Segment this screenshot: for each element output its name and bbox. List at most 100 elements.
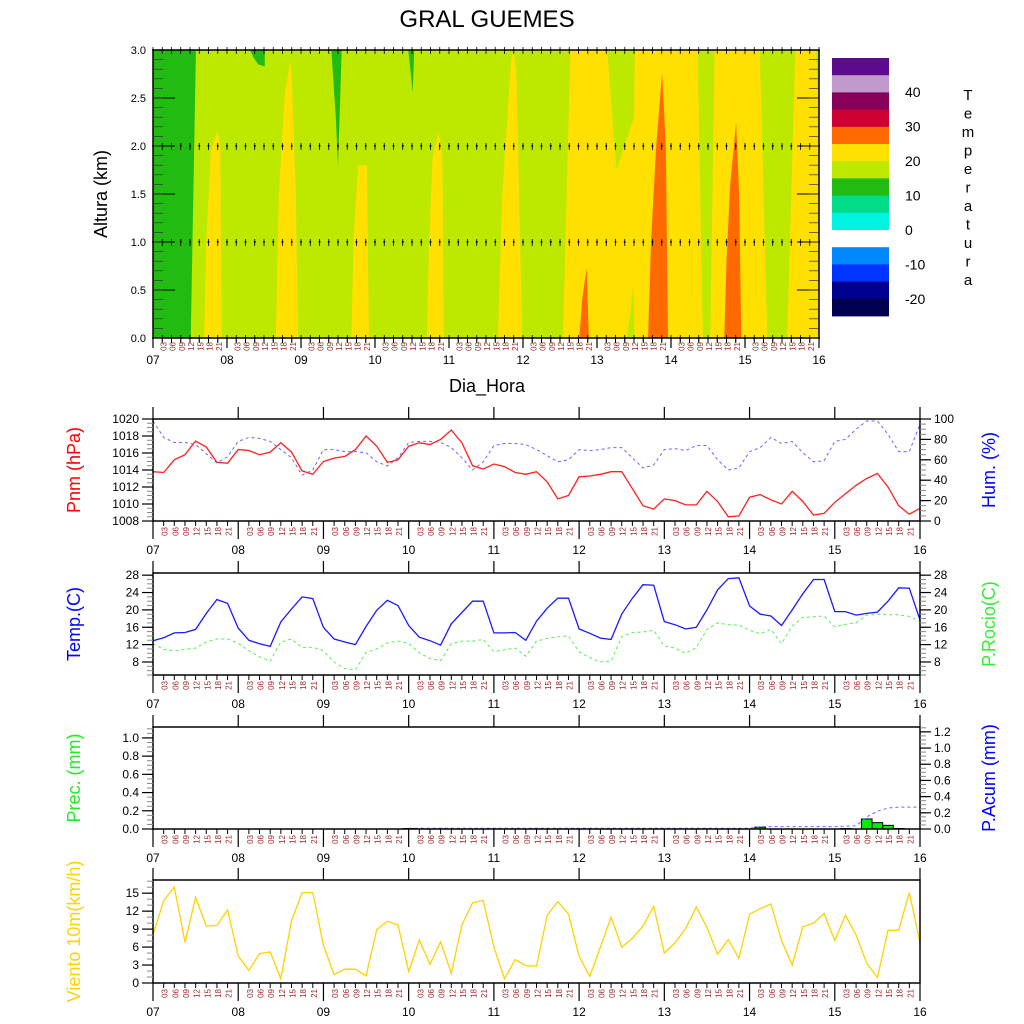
wind-arrow-head bbox=[281, 145, 284, 147]
hour-label: 06 bbox=[613, 341, 622, 350]
day-label: 16 bbox=[913, 543, 927, 557]
hour-label: 15 bbox=[629, 834, 638, 843]
day-label: 16 bbox=[913, 697, 927, 711]
day-label: 12 bbox=[572, 1005, 586, 1019]
hour-label: 15 bbox=[418, 341, 427, 350]
y-tick-label: 16 bbox=[126, 620, 140, 634]
hour-label: 09 bbox=[622, 341, 631, 350]
wind-arrow-head bbox=[216, 241, 219, 243]
contour-region-20-25 bbox=[204, 131, 222, 338]
wind-arrow-head bbox=[549, 145, 552, 147]
wind-arrow-icon bbox=[633, 143, 635, 150]
hour-label: 15 bbox=[629, 988, 638, 997]
hour-label: 15 bbox=[544, 680, 553, 689]
hour-label: 03 bbox=[587, 526, 596, 535]
wind-arrow-icon bbox=[642, 239, 645, 246]
colorbar-swatch bbox=[832, 144, 889, 162]
hour-label: 09 bbox=[252, 341, 261, 350]
hour-label: 15 bbox=[203, 526, 212, 535]
wind-arrow-icon bbox=[660, 239, 663, 246]
wind-arrow-icon bbox=[429, 143, 432, 150]
hour-label: 09 bbox=[352, 988, 361, 997]
y-tick-label: 0.8 bbox=[122, 749, 139, 763]
y-tick-label: 1014 bbox=[112, 463, 139, 477]
colorbar-swatch bbox=[832, 230, 889, 248]
hour-label: 15 bbox=[715, 526, 724, 535]
wind-arrow-icon bbox=[725, 239, 728, 246]
y-tick-label: 20 bbox=[934, 494, 948, 508]
y-axis-title: Altura (km) bbox=[91, 150, 111, 238]
wind-arrow-head bbox=[697, 145, 700, 147]
colorbar-label: 30 bbox=[905, 119, 921, 135]
wind-arrow-head bbox=[697, 241, 700, 243]
hour-label: 06 bbox=[342, 680, 351, 689]
hour-label: 06 bbox=[171, 680, 180, 689]
hour-label: 18 bbox=[299, 988, 308, 997]
hour-label: 15 bbox=[459, 526, 468, 535]
wind-arrow-icon bbox=[179, 239, 182, 246]
hour-label: 15 bbox=[374, 834, 383, 843]
day-label: 11 bbox=[488, 543, 501, 557]
hour-label: 12 bbox=[874, 988, 883, 997]
y-tick-label: 24 bbox=[126, 586, 140, 600]
hour-label: 21 bbox=[395, 834, 404, 843]
hour-label: 12 bbox=[193, 680, 202, 689]
hour-label: 15 bbox=[714, 341, 723, 350]
y-tick-label: 1.0 bbox=[122, 731, 139, 745]
hour-label: 03 bbox=[587, 834, 596, 843]
hour-label: 12 bbox=[704, 988, 713, 997]
wind-arrow-head bbox=[679, 241, 682, 243]
hour-label: 03 bbox=[246, 988, 255, 997]
hour-label: 21 bbox=[215, 341, 224, 350]
hour-label: 09 bbox=[696, 341, 705, 350]
wind-arrow-icon bbox=[226, 239, 228, 246]
wind-arrow-head bbox=[466, 241, 469, 243]
colorbar-title-letter: e bbox=[964, 161, 972, 178]
wind-arrow-head bbox=[614, 145, 617, 147]
wind-arrow-icon bbox=[244, 143, 247, 150]
y-tick-label: 3 bbox=[132, 958, 139, 972]
wind-arrow-icon bbox=[327, 143, 330, 150]
wind-arrow-icon bbox=[207, 143, 210, 150]
hour-label: 15 bbox=[629, 680, 638, 689]
wind-arrow-icon bbox=[263, 239, 265, 246]
wind-arrow-head bbox=[438, 241, 441, 243]
wind-arrow-head bbox=[734, 145, 737, 147]
hour-label: 06 bbox=[683, 834, 692, 843]
wind-arrow-icon bbox=[355, 143, 358, 150]
hour-label: 03 bbox=[161, 834, 170, 843]
hour-label: 21 bbox=[736, 680, 745, 689]
hour-label: 21 bbox=[821, 834, 830, 843]
day-label: 10 bbox=[402, 851, 416, 865]
wind-arrow-icon bbox=[290, 239, 293, 246]
hour-label: 09 bbox=[438, 680, 447, 689]
hour-label: 09 bbox=[267, 680, 276, 689]
hour-label: 15 bbox=[270, 341, 279, 350]
hour-label: 18 bbox=[896, 834, 905, 843]
wind-arrow-head bbox=[670, 145, 672, 147]
hour-label: 06 bbox=[171, 988, 180, 997]
hour-label: 18 bbox=[555, 988, 564, 997]
colorbar-title-letter: a bbox=[964, 272, 973, 289]
hour-label: 15 bbox=[566, 341, 575, 350]
wind-arrow-icon bbox=[568, 239, 571, 246]
hour-label: 03 bbox=[751, 341, 760, 350]
day-label: 08 bbox=[232, 543, 246, 557]
wind-arrow-head bbox=[725, 241, 728, 243]
wind-arrow-head bbox=[179, 145, 182, 147]
wind-arrow-icon bbox=[503, 143, 506, 150]
day-label: 07 bbox=[146, 697, 160, 711]
plot-area bbox=[153, 880, 920, 983]
hour-label: 21 bbox=[395, 680, 404, 689]
plot-area bbox=[153, 419, 920, 521]
wind-arrow-icon bbox=[475, 143, 478, 150]
hour-label: 06 bbox=[597, 988, 606, 997]
wind-arrow-head bbox=[364, 145, 367, 147]
wind-arrow-icon bbox=[494, 239, 497, 246]
contour-region-20-25 bbox=[497, 50, 523, 338]
wind-arrow-icon bbox=[614, 143, 617, 150]
hour-label: 21 bbox=[511, 341, 520, 350]
day-label: 13 bbox=[658, 697, 672, 711]
hour-label: 06 bbox=[257, 988, 266, 997]
